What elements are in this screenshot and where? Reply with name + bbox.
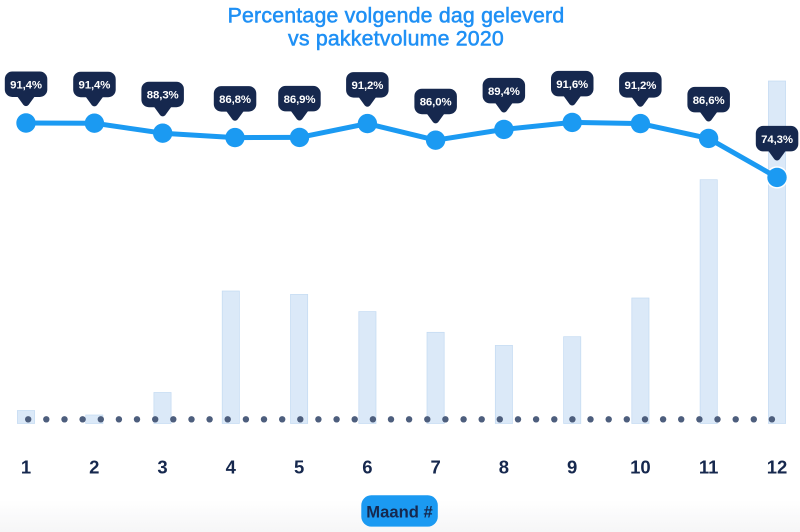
svg-text:91,4%: 91,4% xyxy=(78,80,110,92)
svg-text:Percentage volgende dag geleve: Percentage volgende dag geleverd xyxy=(228,4,565,28)
svg-text:12: 12 xyxy=(767,457,788,478)
svg-text:9: 9 xyxy=(567,457,577,478)
svg-text:Maand #: Maand # xyxy=(366,502,432,521)
svg-text:91,6%: 91,6% xyxy=(556,79,588,91)
svg-text:8: 8 xyxy=(499,457,509,478)
svg-text:10: 10 xyxy=(630,457,651,478)
svg-text:11: 11 xyxy=(699,457,719,478)
svg-text:6: 6 xyxy=(362,457,372,478)
svg-text:89,4%: 89,4% xyxy=(488,86,520,98)
svg-text:91,2%: 91,2% xyxy=(624,80,656,92)
svg-text:91,2%: 91,2% xyxy=(351,80,383,92)
svg-text:86,8%: 86,8% xyxy=(219,94,251,106)
svg-text:86,0%: 86,0% xyxy=(420,97,452,109)
svg-text:91,4%: 91,4% xyxy=(10,79,42,91)
svg-text:5: 5 xyxy=(294,457,304,478)
svg-text:vs pakketvolume 2020: vs pakketvolume 2020 xyxy=(288,27,504,51)
svg-text:74,3%: 74,3% xyxy=(761,134,793,146)
svg-text:86,9%: 86,9% xyxy=(284,94,316,106)
svg-text:1: 1 xyxy=(21,457,31,478)
svg-text:3: 3 xyxy=(157,457,167,478)
svg-text:88,3%: 88,3% xyxy=(147,90,179,102)
svg-text:86,6%: 86,6% xyxy=(693,95,725,107)
svg-text:2: 2 xyxy=(89,457,99,478)
svg-text:4: 4 xyxy=(226,457,237,478)
svg-text:7: 7 xyxy=(430,457,440,478)
